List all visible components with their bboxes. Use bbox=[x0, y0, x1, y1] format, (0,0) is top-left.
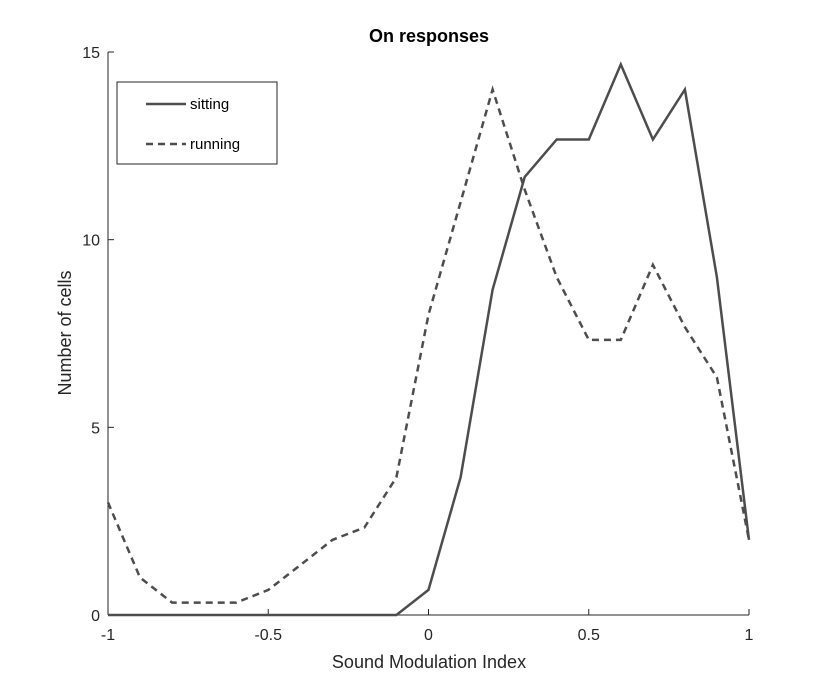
x-tick-label: 0 bbox=[424, 627, 433, 644]
legend-label-sitting: sitting bbox=[190, 96, 229, 113]
legend-box bbox=[116, 81, 278, 165]
series-layer bbox=[106, 61, 751, 617]
x-tick-label: 0.5 bbox=[578, 627, 600, 644]
y-axis-label: Number of cells bbox=[55, 270, 75, 395]
x-tick-label: -0.5 bbox=[254, 627, 282, 644]
x-tick-label: 1 bbox=[745, 627, 754, 644]
x-ticks: -1 -0.5 0 0.5 1 bbox=[101, 609, 754, 644]
chart-title: On responses bbox=[369, 26, 489, 46]
legend-label-running: running bbox=[190, 136, 240, 153]
x-tick-label: -1 bbox=[101, 627, 115, 644]
series-line-sitting bbox=[108, 61, 751, 617]
y-tick-label: 5 bbox=[91, 420, 100, 437]
y-tick-label: 10 bbox=[82, 233, 100, 250]
series-line-running bbox=[106, 85, 751, 604]
y-tick-label: 15 bbox=[82, 45, 100, 62]
y-tick-label: 0 bbox=[91, 608, 100, 625]
y-ticks: 0 5 10 15 bbox=[82, 45, 114, 625]
legend: sitting running bbox=[116, 81, 278, 165]
x-axis-label: Sound Modulation Index bbox=[332, 652, 526, 672]
